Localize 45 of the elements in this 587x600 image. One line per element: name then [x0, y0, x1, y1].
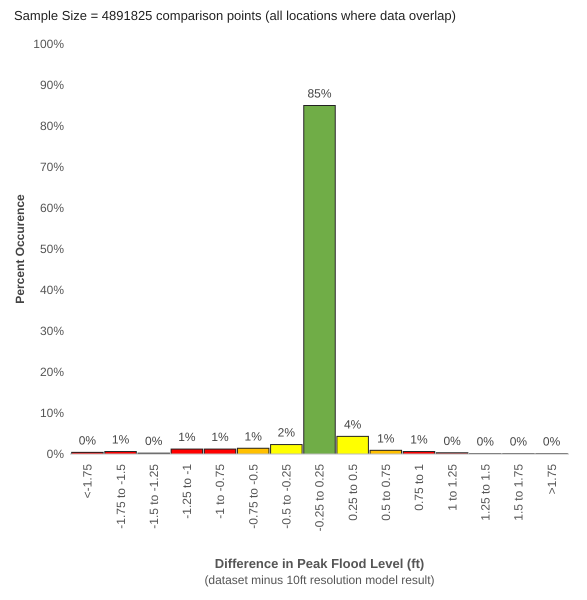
y-tick-label: 80%: [40, 119, 64, 134]
x-tick-label: 1.25 to 1.5: [478, 464, 492, 521]
y-tick-label: 50%: [40, 242, 64, 256]
text: (dataset minus 10ft resolution model result): [204, 573, 435, 587]
x-tick-label: -0.75 to -0.5: [246, 464, 260, 529]
chart-title: Sample Size = 4891825 comparison points (all locations where data overlap): [14, 8, 456, 23]
data-label: 0%: [443, 434, 462, 448]
data-label: 0%: [476, 434, 494, 449]
y-tick-label: 60%: [40, 201, 64, 216]
x-tick-label: >1.75: [544, 464, 559, 494]
y-tick-label: 10%: [40, 406, 64, 420]
data-label: 1%: [377, 431, 395, 446]
data-label: 0%: [78, 433, 96, 448]
data-label: 1%: [410, 432, 428, 447]
data-label: 1%: [244, 429, 262, 444]
data-label: 0%: [145, 434, 163, 448]
x-tick-label: 0.25 to 0.5: [346, 464, 360, 521]
data-label: 1%: [211, 430, 230, 444]
y-tick-label: 40%: [40, 283, 64, 298]
y-axis-title: Percent Occurence: [13, 194, 27, 304]
data-label: 2%: [278, 426, 296, 440]
data-label: 0%: [510, 434, 528, 449]
x-tick-label: <-1.75: [80, 464, 95, 498]
data-label: 4%: [344, 417, 362, 432]
data-label: 85%: [307, 86, 332, 100]
data-label: 1%: [178, 430, 196, 444]
x-tick-label: 0.75 to 1: [412, 464, 426, 511]
y-tick-label: 90%: [40, 78, 64, 92]
x-tick-label: 1 to 1.25: [445, 464, 460, 511]
y-tick-label: 100%: [33, 37, 64, 52]
x-tick-label: -1 to -0.75: [213, 464, 228, 519]
data-label: 1%: [112, 432, 130, 447]
y-tick-label: 0%: [46, 447, 64, 462]
x-tick-label: -0.25 to 0.25: [312, 464, 327, 532]
x-tick-label: 0.5 to 0.75: [379, 464, 394, 521]
x-tick-label: -1.5 to -1.25: [146, 464, 161, 529]
x-tick-label: -1.25 to -1: [180, 464, 194, 519]
x-tick-label: 1.5 to 1.75: [512, 464, 526, 521]
y-tick-label: 20%: [40, 365, 64, 380]
y-tick-label: 70%: [40, 160, 64, 174]
x-tick-label: -0.5 to -0.25: [280, 464, 294, 529]
y-tick-label: 30%: [40, 324, 64, 338]
data-label: 0%: [542, 434, 561, 449]
x-tick-label: -1.75 to -1.5: [114, 464, 128, 529]
x-axis-title: Difference in Peak Flood Level (ft): [214, 556, 424, 571]
